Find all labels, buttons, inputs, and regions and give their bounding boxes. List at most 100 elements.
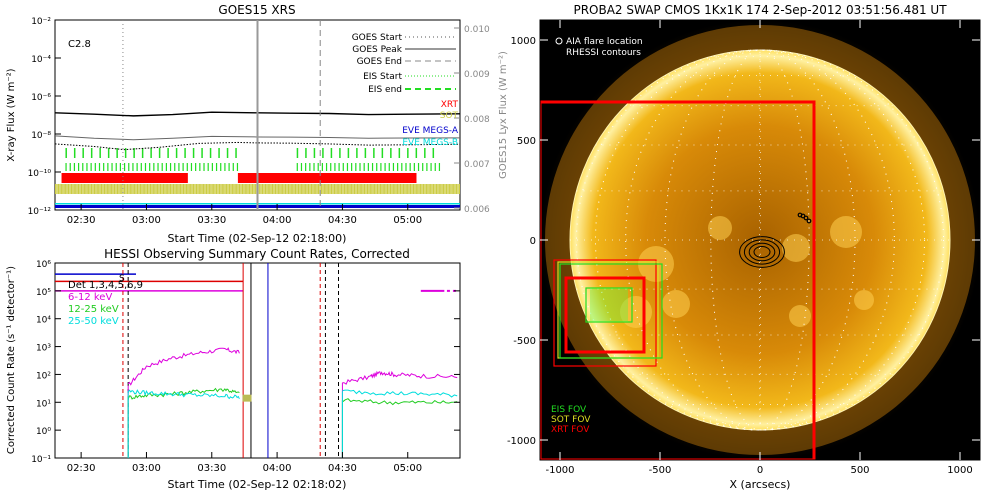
- goes-instrument-mark: [352, 184, 354, 194]
- goes-instrument-mark: [82, 184, 84, 194]
- goes-instrument-mark: [404, 184, 406, 194]
- goes-instrument-mark: [235, 148, 237, 158]
- goes-y2-tick-label: 0.006: [464, 205, 490, 215]
- swap-x-tick-label: 1000: [947, 465, 972, 476]
- goes-instrument-mark: [240, 184, 242, 194]
- goes-instrument-mark: [371, 163, 374, 171]
- goes-x-axis-label: Start Time (02-Sep-12 02:18:00): [168, 232, 347, 245]
- goes-instrument-mark: [159, 184, 162, 194]
- goes-instrument-mark: [207, 163, 209, 171]
- goes-instrument-mark: [168, 184, 170, 194]
- goes-instrument-mark: [182, 163, 184, 171]
- swap-fov-legend-label: SOT FOV: [551, 415, 591, 425]
- goes-instrument-mark: [217, 184, 219, 194]
- goes-instrument-mark: [305, 148, 307, 158]
- goes-instrument-mark: [191, 184, 193, 194]
- swap-y-tick-label: -1000: [507, 436, 536, 447]
- goes-instrument-mark: [330, 163, 332, 171]
- goes-instrument-mark: [213, 184, 215, 194]
- hessi-x-tick-label: 03:30: [197, 463, 226, 474]
- goes-y-tick-label: 10⁻¹⁰: [28, 169, 52, 179]
- goes-instrument-mark: [230, 184, 232, 194]
- goes-instrument-mark: [211, 163, 213, 171]
- goes-instrument-mark: [237, 184, 239, 194]
- goes-instrument-mark: [309, 184, 311, 194]
- goes-instrument-mark: [381, 148, 384, 158]
- goes-instrument-mark: [424, 184, 426, 194]
- swap-y-tick-label: 1000: [511, 36, 536, 47]
- goes-instrument-mark: [167, 148, 169, 158]
- goes-instrument-mark: [247, 184, 249, 194]
- goes-instrument-mark: [79, 184, 81, 194]
- hessi-title: HESSI Observing Summary Count Rates, Cor…: [104, 247, 410, 261]
- hessi-plot-frame: [54, 262, 461, 459]
- swap-x-axis-label: X (arcsecs): [730, 478, 791, 491]
- goes-instrument-mark: [371, 184, 373, 194]
- goes-legend-label: GOES End: [357, 57, 402, 67]
- fov-box-0: [540, 100, 816, 460]
- goes-instrument-mark: [102, 184, 104, 194]
- hessi-series-1: [127, 387, 240, 400]
- goes-instrument-mark: [149, 163, 151, 171]
- goes-instrument-mark: [296, 163, 298, 171]
- goes-instrument-mark: [89, 184, 91, 194]
- goes-instrument-mark: [192, 184, 195, 194]
- hessi-x-tick-label: 04:00: [263, 463, 292, 474]
- goes-instrument-mark: [195, 184, 198, 194]
- goes-instrument-mark: [379, 184, 381, 194]
- goes-instrument-mark: [376, 163, 378, 171]
- goes-instrument-mark: [363, 163, 365, 171]
- goes-instrument-mark: [66, 184, 68, 194]
- active-region-6: [789, 305, 811, 327]
- goes-instrument-mark: [165, 184, 167, 194]
- goes-instrument-mark: [157, 163, 159, 171]
- goes-instrument-mark: [236, 184, 238, 194]
- fov-box-5: [585, 287, 633, 323]
- goes-instrument-mark: [313, 148, 316, 158]
- goes-legend-label: EIS end: [368, 85, 402, 95]
- goes-instrument-mark: [83, 184, 85, 194]
- swap-legend-rhessi-marker: [555, 48, 563, 56]
- goes-instrument-mark: [336, 184, 338, 194]
- goes-instrument-mark: [218, 184, 221, 194]
- goes-y2-tick-label: 0.008: [464, 115, 490, 125]
- goes-instrument-mark: [418, 184, 420, 194]
- goes-instrument-mark: [154, 184, 156, 194]
- goes-instrument-mark: [223, 184, 225, 194]
- goes-instrument-mark: [62, 184, 64, 194]
- goes-instrument-mark: [312, 184, 314, 194]
- goes-instrument-mark: [366, 184, 369, 194]
- goes-instrument-mark: [175, 148, 178, 158]
- goes-instrument-mark: [378, 184, 380, 194]
- goes-instrument-mark: [167, 184, 169, 194]
- hessi-legend-label: 6-12 keV: [68, 292, 112, 303]
- goes-instrument-mark: [95, 184, 97, 194]
- goes-instrument-mark: [174, 184, 176, 194]
- goes-instrument-mark: [353, 184, 356, 194]
- active-region-2: [708, 216, 732, 240]
- goes-instrument-mark: [382, 184, 384, 194]
- goes-instrument-mark: [431, 184, 433, 194]
- goes-instrument-mark: [63, 184, 65, 194]
- goes-instrument-mark: [59, 184, 61, 194]
- swap-title: PROBA2 SWAP CMOS 1Kx1K 174 2-Sep-2012 03…: [573, 3, 947, 17]
- rhessi-contour-0: [753, 246, 771, 258]
- goes-instrument-mark: [149, 184, 152, 194]
- goes-instrument-mark: [243, 184, 245, 194]
- goes-instrument-mark: [203, 163, 205, 171]
- goes-instrument-mark: [435, 184, 438, 194]
- goes-instrument-mark: [115, 163, 117, 171]
- goes-instrument-mark: [351, 184, 353, 194]
- goes-instrument-mark: [116, 184, 118, 194]
- goes-instrument-mark: [413, 163, 415, 171]
- goes-instrument-mark: [124, 148, 127, 158]
- goes-instrument-mark: [428, 184, 430, 194]
- goes-instrument-mark: [204, 184, 206, 194]
- goes-instrument-mark: [401, 163, 403, 171]
- fov-box-1: [553, 259, 657, 367]
- swap-legend-aia-marker: [555, 37, 563, 45]
- hessi-s-label: S: [119, 274, 125, 284]
- goes-instrument-mark: [109, 184, 111, 194]
- hessi-legend-label: 12-25 keV: [68, 304, 119, 315]
